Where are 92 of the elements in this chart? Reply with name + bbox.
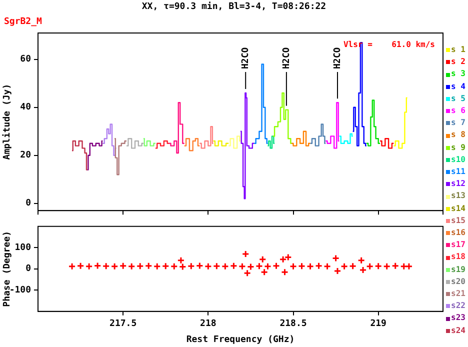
point [324,262,332,270]
point [128,262,136,270]
annotation: H2CO [332,46,343,69]
point [85,262,93,270]
point [246,263,254,271]
x-tick-label: 218.5 [280,319,307,330]
chart-title: XX, τ=90.3 min, Bl=3-4, T=08:26:22 [140,2,328,12]
legend-label: s17 [451,239,466,252]
point [187,262,195,270]
legend-label: s18 [451,251,466,264]
y-tick-label: 100 [14,242,31,253]
legend-label: s 1 [451,44,466,56]
point [221,262,229,270]
y-tick-label: 60 [20,54,31,65]
legend-label: s 2 [451,56,466,68]
point [162,262,170,270]
point [119,262,127,270]
point [196,262,204,270]
point [76,262,84,270]
point [400,262,408,270]
legend-label: s15 [451,214,466,227]
point [340,262,348,270]
point [392,262,400,270]
legend-label: s 9 [451,142,466,154]
point [212,262,220,270]
point [405,262,413,270]
x-axis-title: Rest Frequency (GHz) [186,334,295,345]
legend-label: s21 [451,288,466,300]
point [94,262,102,270]
point [178,263,186,271]
y-axis-title: Amplitude (Jy) [2,84,13,160]
point [177,256,185,264]
x-tick-label: 218 [200,319,216,330]
point [298,262,306,270]
point [204,262,212,270]
point [110,262,118,270]
point [238,262,246,270]
point [242,250,250,258]
point [366,262,374,270]
legend-label: s 7 [451,117,466,130]
point [264,262,272,270]
annotation: H2CO [282,46,292,69]
legend-label: s19 [451,264,466,276]
legend-label: s14 [451,202,466,215]
annotation: H2CO [240,46,251,69]
legend-label: s 4 [451,80,466,93]
legend-label: s22 [451,300,466,312]
legend-label: s 8 [451,129,466,142]
point [258,256,266,264]
legend-label: s24 [451,324,466,337]
point [230,262,238,270]
y-tick-label: 0 [26,198,31,209]
y-tick-label: -100 [9,285,31,296]
legend-label: s10 [451,154,466,166]
point [374,262,382,270]
point [359,266,367,274]
y-tick-label: 0 [26,264,31,274]
legend-label: s23 [451,312,466,324]
legend-label: s 3 [451,68,466,80]
point [383,262,391,270]
point [290,262,297,270]
point [306,262,314,270]
point [68,262,76,270]
y-tick-label: 20 [20,150,31,161]
point [255,262,263,270]
point [144,262,152,270]
legend-label: s 6 [451,105,466,118]
point [244,269,252,277]
y-tick-label: 40 [20,102,31,113]
point [136,262,144,270]
legend-label: s 5 [451,92,466,105]
point [260,268,268,276]
point [332,254,340,262]
legend-label: s11 [451,166,466,178]
point [170,262,178,270]
legend-label: s20 [451,276,466,288]
x-tick-label: 217.5 [110,319,137,330]
point [284,253,292,261]
chart-subtitle: SgrB2_M [4,17,42,27]
point [334,267,342,275]
point [279,256,287,264]
point [315,262,323,270]
legend-label: s12 [451,178,466,190]
point [358,256,366,264]
point [349,262,357,270]
point [272,262,280,270]
legend-label: s16 [451,227,466,240]
legend-label: s13 [451,190,466,202]
point [102,262,110,270]
point [153,262,161,270]
point [280,268,288,276]
x-tick-label: 219 [370,319,386,330]
